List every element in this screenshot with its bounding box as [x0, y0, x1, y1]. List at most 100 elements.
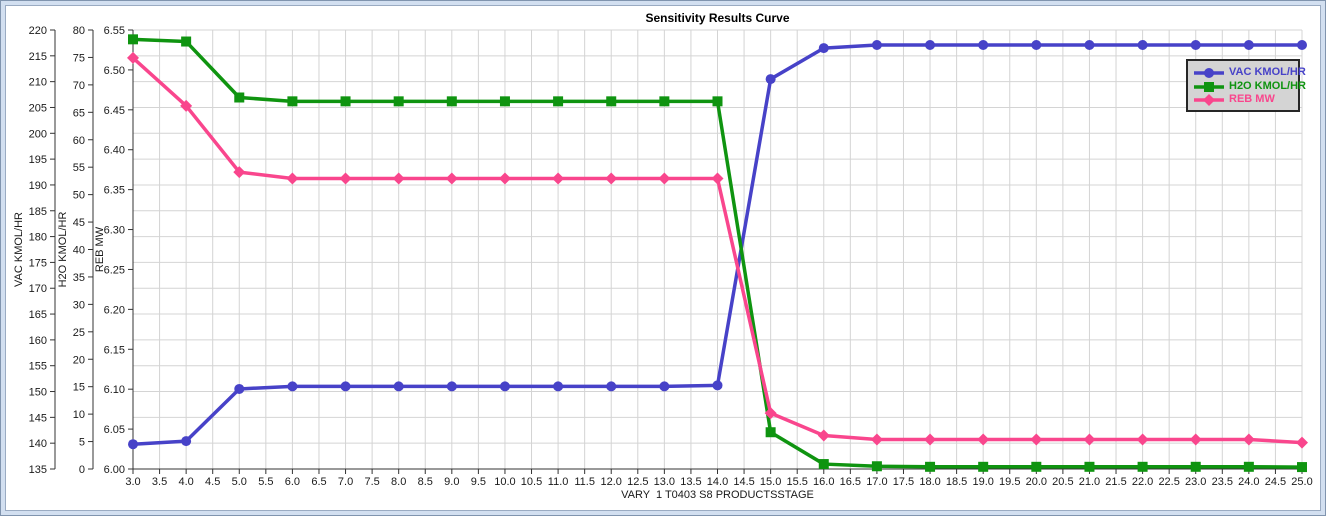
svg-text:135: 135	[29, 464, 47, 476]
svg-text:6.05: 6.05	[104, 424, 125, 436]
svg-text:13.5: 13.5	[680, 476, 701, 488]
svg-text:19.0: 19.0	[972, 476, 993, 488]
svg-text:150: 150	[29, 387, 47, 399]
svg-text:10.5: 10.5	[521, 476, 542, 488]
svg-text:4.0: 4.0	[178, 476, 193, 488]
svg-text:H2O KMOL/HR: H2O KMOL/HR	[57, 212, 69, 288]
svg-text:6.40: 6.40	[104, 145, 125, 157]
svg-text:9.0: 9.0	[444, 476, 459, 488]
legend-entry-reb: REB MW	[1194, 92, 1296, 107]
svg-text:50: 50	[73, 190, 85, 202]
svg-text:11.5: 11.5	[574, 476, 595, 488]
svg-text:21.5: 21.5	[1105, 476, 1126, 488]
svg-text:23.5: 23.5	[1212, 476, 1233, 488]
svg-text:20.0: 20.0	[1026, 476, 1047, 488]
legend-label-vac: VAC KMOL/HR	[1229, 65, 1306, 78]
svg-text:REB MW: REB MW	[94, 226, 106, 272]
svg-text:170: 170	[29, 283, 47, 295]
svg-text:6.15: 6.15	[104, 344, 125, 356]
svg-text:145: 145	[29, 412, 47, 424]
svg-text:10: 10	[73, 409, 85, 421]
svg-text:45: 45	[73, 217, 85, 229]
svg-text:60: 60	[73, 135, 85, 147]
svg-text:18.5: 18.5	[946, 476, 967, 488]
svg-text:6.20: 6.20	[104, 304, 125, 316]
svg-text:9.5: 9.5	[471, 476, 486, 488]
svg-text:6.35: 6.35	[104, 185, 125, 197]
h2o-series-marker-icon	[1194, 80, 1224, 92]
svg-text:30: 30	[73, 299, 85, 311]
svg-text:165: 165	[29, 309, 47, 321]
svg-text:6.55: 6.55	[104, 25, 125, 37]
chart-title: Sensitivity Results Curve	[645, 11, 790, 25]
svg-text:6.50: 6.50	[104, 65, 125, 77]
svg-text:155: 155	[29, 361, 47, 373]
svg-text:16.5: 16.5	[840, 476, 861, 488]
svg-text:3.5: 3.5	[152, 476, 167, 488]
svg-text:210: 210	[29, 77, 47, 89]
svg-text:20.5: 20.5	[1052, 476, 1073, 488]
svg-text:80: 80	[73, 25, 85, 37]
svg-text:6.5: 6.5	[311, 476, 326, 488]
svg-text:11.0: 11.0	[548, 476, 569, 488]
svg-text:6.0: 6.0	[285, 476, 300, 488]
svg-text:6.25: 6.25	[104, 264, 125, 276]
svg-text:17.0: 17.0	[866, 476, 887, 488]
svg-text:3.0: 3.0	[125, 476, 140, 488]
svg-text:185: 185	[29, 206, 47, 218]
svg-text:0: 0	[79, 464, 85, 476]
svg-text:13.0: 13.0	[654, 476, 675, 488]
svg-text:190: 190	[29, 180, 47, 192]
svg-text:15: 15	[73, 382, 85, 394]
svg-text:160: 160	[29, 335, 47, 347]
svg-text:17.5: 17.5	[893, 476, 914, 488]
svg-text:6.45: 6.45	[104, 105, 125, 117]
svg-text:6.30: 6.30	[104, 225, 125, 237]
svg-text:4.5: 4.5	[205, 476, 220, 488]
svg-text:195: 195	[29, 154, 47, 166]
svg-text:35: 35	[73, 272, 85, 284]
svg-text:14.0: 14.0	[707, 476, 728, 488]
svg-text:200: 200	[29, 128, 47, 140]
svg-text:18.0: 18.0	[919, 476, 940, 488]
vac-series-marker-icon	[1194, 66, 1224, 78]
svg-text:23.0: 23.0	[1185, 476, 1206, 488]
svg-text:6.00: 6.00	[104, 464, 125, 476]
svg-text:6.10: 6.10	[104, 384, 125, 396]
svg-text:75: 75	[73, 52, 85, 64]
svg-text:140: 140	[29, 438, 47, 450]
svg-text:5: 5	[79, 437, 85, 449]
svg-text:205: 205	[29, 102, 47, 114]
svg-text:24.5: 24.5	[1265, 476, 1286, 488]
plot-panel	[5, 5, 1321, 511]
legend-label-h2o: H2O KMOL/HR	[1229, 79, 1306, 92]
svg-text:10.0: 10.0	[494, 476, 515, 488]
svg-text:12.5: 12.5	[627, 476, 648, 488]
svg-text:40: 40	[73, 245, 85, 257]
svg-text:14.5: 14.5	[733, 476, 754, 488]
svg-text:5.5: 5.5	[258, 476, 273, 488]
x-axis-label: VARY 1 T0403 S8 PRODUCTSSTAGE	[621, 489, 814, 501]
svg-text:8.5: 8.5	[418, 476, 433, 488]
svg-text:22.0: 22.0	[1132, 476, 1153, 488]
svg-text:12.0: 12.0	[601, 476, 622, 488]
legend-label-reb: REB MW	[1229, 93, 1275, 106]
svg-text:70: 70	[73, 80, 85, 92]
svg-text:7.0: 7.0	[338, 476, 353, 488]
svg-text:175: 175	[29, 257, 47, 269]
svg-text:15.0: 15.0	[760, 476, 781, 488]
svg-text:24.0: 24.0	[1238, 476, 1259, 488]
svg-text:VAC KMOL/HR: VAC KMOL/HR	[13, 212, 25, 287]
svg-text:25.0: 25.0	[1291, 476, 1312, 488]
svg-text:7.5: 7.5	[364, 476, 379, 488]
reb-series-marker-icon	[1194, 93, 1224, 107]
svg-text:21.0: 21.0	[1079, 476, 1100, 488]
legend[interactable]: VAC KMOL/HR H2O KMOL/HR REB MW	[1186, 59, 1306, 112]
svg-text:25: 25	[73, 327, 85, 339]
svg-text:215: 215	[29, 51, 47, 63]
svg-text:22.5: 22.5	[1158, 476, 1179, 488]
svg-text:180: 180	[29, 232, 47, 244]
svg-text:5.0: 5.0	[232, 476, 247, 488]
